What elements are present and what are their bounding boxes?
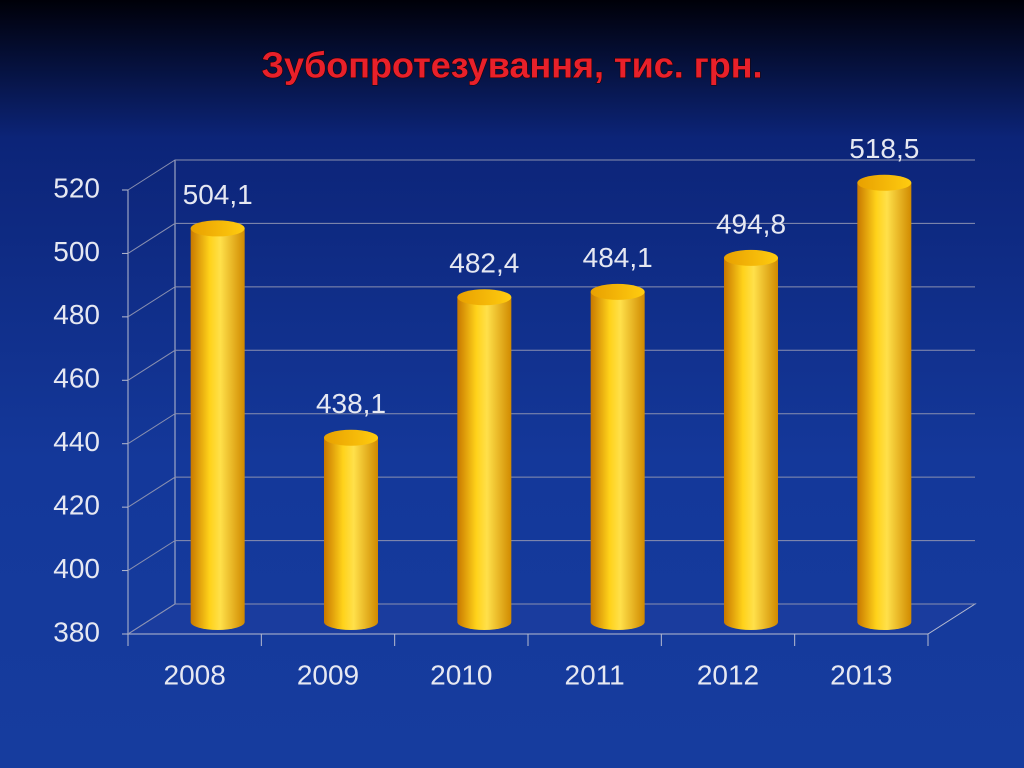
value-label: 494,8: [716, 208, 786, 239]
y-tick-label: 440: [53, 426, 100, 457]
y-tick-label: 400: [53, 553, 100, 584]
bar-body: [724, 257, 778, 630]
grid-line: [127, 286, 975, 318]
y-tick-label: 480: [53, 299, 100, 330]
bar-top: [724, 249, 778, 266]
chart-title: Зубопротезування, тис. грн.: [262, 45, 763, 86]
bar-body: [857, 182, 912, 630]
x-tick-label: 2012: [697, 659, 759, 690]
y-tick-label: 520: [53, 172, 100, 203]
value-label: 438,1: [316, 388, 386, 419]
value-label: 518,5: [849, 133, 919, 164]
bar: [324, 429, 378, 630]
bar-top: [857, 174, 912, 191]
bar-body: [190, 228, 245, 630]
floor: [126, 603, 977, 635]
x-tick-label: 2010: [430, 659, 492, 690]
bar-body: [324, 437, 378, 630]
value-label: 484,1: [583, 242, 653, 273]
bar: [457, 289, 512, 630]
value-label: 482,4: [449, 248, 519, 279]
grid-line: [127, 413, 975, 445]
x-tick-label: 2011: [565, 659, 625, 690]
y-tick-label: 380: [53, 616, 100, 647]
grid-line: [127, 603, 975, 635]
bar-top: [324, 429, 378, 446]
grid-line: [127, 222, 975, 254]
bar-body: [590, 291, 645, 630]
grid-line: [127, 159, 975, 191]
bar: [190, 220, 245, 630]
bar-body: [457, 297, 512, 630]
bar: [857, 174, 912, 630]
bar-top: [590, 283, 645, 300]
bar: [724, 249, 778, 630]
x-tick-label: 2009: [297, 659, 359, 690]
bar-top: [190, 220, 245, 237]
x-tick-label: 2008: [164, 659, 226, 690]
y-tick-label: 460: [53, 363, 100, 394]
x-tick-label: 2013: [830, 659, 892, 690]
grid-line: [127, 349, 975, 381]
grid-line: [127, 540, 975, 571]
bar: [590, 283, 645, 630]
value-label: 504,1: [183, 179, 253, 210]
bar-top: [457, 289, 512, 306]
y-tick-label: 500: [53, 236, 100, 267]
y-tick-label: 420: [53, 490, 100, 521]
grid-line: [127, 476, 975, 508]
